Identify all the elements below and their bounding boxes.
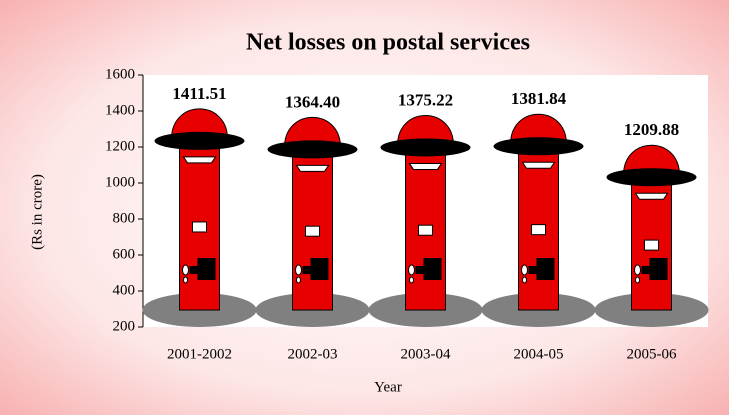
chart-title: Net losses on postal services	[246, 30, 530, 56]
x-axis-title: Year	[374, 379, 402, 395]
lock	[409, 276, 414, 284]
value-label: 1364.40	[285, 92, 340, 111]
door	[310, 258, 329, 280]
y-axis-title: (Rs in crore)	[29, 174, 45, 250]
y-tick-label: 800	[113, 210, 136, 226]
plate	[531, 224, 546, 236]
lock	[634, 264, 641, 276]
y-tick-label: 1600	[105, 66, 135, 82]
x-tick-label: 2001-2002	[167, 346, 232, 362]
x-tick-label: 2004-05	[514, 346, 564, 362]
hat-brim	[267, 140, 358, 159]
value-label: 1375.22	[398, 90, 453, 109]
plate	[418, 224, 433, 236]
door-handle	[189, 266, 200, 274]
hat-brim	[154, 131, 245, 150]
lock	[521, 264, 528, 276]
door-handle	[302, 266, 313, 274]
lock	[408, 264, 415, 276]
door-handle	[641, 266, 652, 274]
y-tick-label: 1000	[105, 174, 135, 190]
slot	[521, 161, 556, 169]
y-tick-label: 200	[113, 318, 136, 334]
slot	[408, 162, 443, 170]
lock	[296, 276, 301, 284]
hat-brim	[606, 168, 697, 187]
hat-brim	[493, 137, 584, 156]
hat-brim	[380, 138, 471, 157]
door	[649, 258, 668, 280]
y-tick-label: 400	[113, 282, 136, 298]
door	[536, 258, 555, 280]
x-tick-label: 2005-06	[627, 346, 677, 362]
slot	[182, 156, 217, 164]
plate	[305, 225, 320, 237]
y-tick-label: 600	[113, 246, 136, 262]
x-tick-label: 2002-03	[288, 346, 338, 362]
lock	[635, 276, 640, 284]
slot	[634, 192, 669, 200]
lock	[522, 276, 527, 284]
lock	[182, 264, 189, 276]
value-label: 1381.84	[511, 89, 567, 108]
y-tick-label: 1400	[105, 102, 135, 118]
plate	[192, 221, 207, 233]
door	[197, 258, 216, 280]
x-tick-label: 2003-04	[401, 346, 451, 362]
value-label: 1209.88	[624, 120, 679, 139]
value-label: 1411.51	[172, 84, 226, 103]
door-handle	[415, 266, 426, 274]
lock	[183, 276, 188, 284]
door-handle	[528, 266, 539, 274]
y-tick-label: 1200	[105, 138, 135, 154]
lock	[295, 264, 302, 276]
door	[423, 258, 442, 280]
plate	[644, 239, 659, 251]
slot	[295, 164, 330, 172]
